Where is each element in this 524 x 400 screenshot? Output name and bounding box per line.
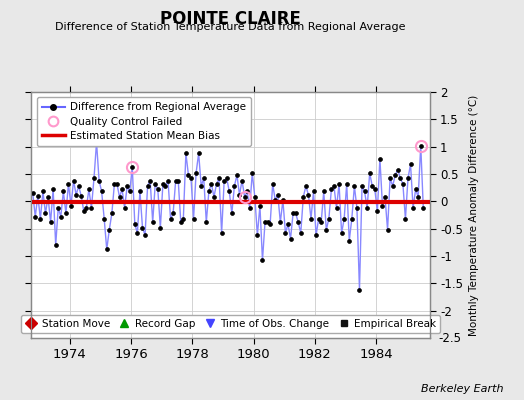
Text: -2.5: -2.5 [438,332,461,344]
Text: POINTE CLAIRE: POINTE CLAIRE [160,10,301,28]
Legend: Station Move, Record Gap, Time of Obs. Change, Empirical Break: Station Move, Record Gap, Time of Obs. C… [20,315,441,333]
Text: Berkeley Earth: Berkeley Earth [421,384,503,394]
Y-axis label: Monthly Temperature Anomaly Difference (°C): Monthly Temperature Anomaly Difference (… [468,94,478,336]
Text: Difference of Station Temperature Data from Regional Average: Difference of Station Temperature Data f… [56,22,406,32]
